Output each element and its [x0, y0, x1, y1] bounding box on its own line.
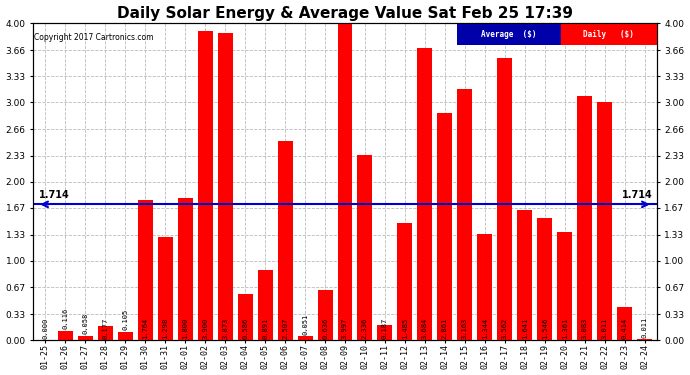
Text: 0.116: 0.116 — [62, 308, 68, 330]
Text: 3.163: 3.163 — [462, 318, 468, 339]
Text: 0.636: 0.636 — [322, 318, 328, 339]
Text: 0.414: 0.414 — [622, 318, 628, 339]
Text: 0.177: 0.177 — [102, 318, 108, 339]
Text: 3.873: 3.873 — [222, 318, 228, 339]
Bar — [397, 222, 413, 340]
Bar — [337, 23, 353, 340]
Text: 2.507: 2.507 — [282, 318, 288, 339]
Bar — [357, 155, 373, 340]
Text: 0.000: 0.000 — [42, 318, 48, 339]
Text: 1.641: 1.641 — [522, 318, 528, 339]
Bar — [417, 48, 433, 340]
Text: 0.891: 0.891 — [262, 318, 268, 339]
Bar — [98, 326, 112, 340]
Bar — [558, 232, 572, 340]
Bar — [377, 326, 393, 340]
Text: 3.562: 3.562 — [502, 318, 508, 339]
Text: 0.058: 0.058 — [82, 313, 88, 334]
Bar — [58, 331, 72, 340]
Bar — [197, 31, 213, 340]
Text: 0.105: 0.105 — [122, 309, 128, 330]
Bar — [277, 141, 293, 340]
Bar — [457, 90, 473, 340]
Bar — [437, 113, 453, 340]
Text: 3.997: 3.997 — [342, 318, 348, 339]
Text: 1.714: 1.714 — [622, 190, 653, 200]
Text: 0.586: 0.586 — [242, 318, 248, 339]
Bar — [637, 339, 652, 340]
Text: 1.764: 1.764 — [142, 318, 148, 339]
Text: 2.336: 2.336 — [362, 318, 368, 339]
Bar — [297, 336, 313, 340]
Bar — [538, 218, 552, 340]
Text: 0.051: 0.051 — [302, 314, 308, 334]
Bar — [78, 336, 92, 340]
Text: 3.900: 3.900 — [202, 318, 208, 339]
Text: 1.361: 1.361 — [562, 318, 568, 339]
Text: 2.861: 2.861 — [442, 318, 448, 339]
Title: Daily Solar Energy & Average Value Sat Feb 25 17:39: Daily Solar Energy & Average Value Sat F… — [117, 6, 573, 21]
Bar — [257, 270, 273, 340]
Bar — [317, 290, 333, 340]
Text: 3.684: 3.684 — [422, 318, 428, 339]
Bar — [477, 234, 493, 340]
Bar — [158, 237, 172, 340]
Bar — [578, 96, 592, 340]
Bar — [497, 58, 513, 340]
Text: 1.298: 1.298 — [162, 318, 168, 339]
Bar — [618, 308, 632, 340]
Text: 1.714: 1.714 — [39, 190, 70, 200]
Text: 3.011: 3.011 — [602, 318, 608, 339]
Bar — [518, 210, 532, 340]
Bar — [598, 102, 612, 340]
Text: Copyright 2017 Cartronics.com: Copyright 2017 Cartronics.com — [34, 33, 154, 42]
Text: 0.187: 0.187 — [382, 318, 388, 339]
Bar — [237, 294, 253, 340]
Bar — [177, 198, 193, 340]
Bar — [118, 332, 132, 340]
Text: 1.344: 1.344 — [482, 318, 488, 339]
Text: 1.485: 1.485 — [402, 318, 408, 339]
Text: 3.083: 3.083 — [582, 318, 588, 339]
Text: 0.011: 0.011 — [642, 316, 648, 338]
Text: 1.800: 1.800 — [182, 318, 188, 339]
Bar — [217, 33, 233, 340]
Text: 1.546: 1.546 — [542, 318, 548, 339]
Bar — [138, 200, 152, 340]
